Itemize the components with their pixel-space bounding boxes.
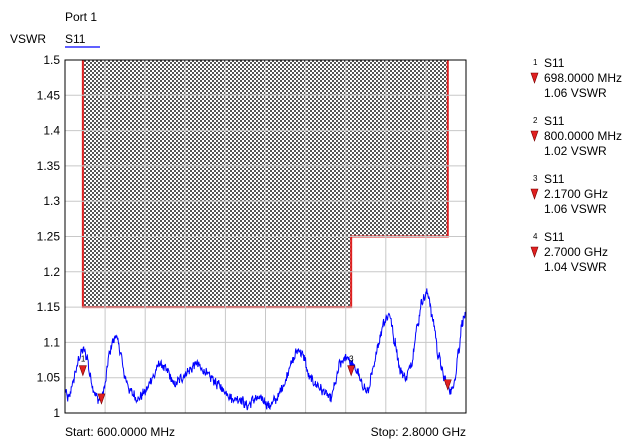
- legend-marker-freq: 800.0000 MHz: [544, 129, 622, 143]
- y-tick-label: 1.15: [37, 300, 61, 314]
- legend-marker-icon: [530, 72, 539, 84]
- legend-marker-icon: [530, 246, 539, 258]
- grid: [65, 60, 466, 413]
- y-tick-label: 1: [53, 406, 60, 420]
- legend-marker-value: 1.06 VSWR: [544, 86, 607, 100]
- legend-marker-freq: 2.7000 GHz: [544, 245, 608, 259]
- legend-trace-name: S11: [544, 114, 565, 128]
- y-tick-label: 1.2: [43, 265, 60, 279]
- y-tick-label: 1.05: [37, 371, 61, 385]
- legend-marker-value: 1.06 VSWR: [544, 202, 607, 216]
- legend-marker-freq: 698.0000 MHz: [544, 71, 622, 85]
- start-label: Start: 600.0000 MHz: [65, 425, 175, 439]
- legend-marker-number: 2: [533, 116, 538, 125]
- stop-label: Stop: 2.8000 GHz: [371, 425, 466, 439]
- legend-marker-icon: [530, 188, 539, 200]
- y-tick-label: 1.25: [37, 230, 61, 244]
- limit-region-2: [351, 60, 448, 237]
- marker-1-number: 1: [81, 355, 86, 364]
- limit-mask-layer: [81, 60, 449, 309]
- marker-2-triangle: [97, 393, 106, 405]
- legend-marker-number: 1: [533, 58, 538, 67]
- legend-marker-freq: 2.1700 GHz: [544, 187, 608, 201]
- y-tick-label: 1.5: [43, 53, 60, 67]
- y-tick-label: 1.45: [37, 88, 61, 102]
- legend-trace-name: S11: [544, 56, 565, 70]
- plot-frame: [64, 59, 467, 414]
- s11-trace: [65, 288, 466, 411]
- legend-marker-value: 1.04 VSWR: [544, 260, 607, 274]
- port-label: Port 1: [65, 10, 97, 24]
- legend-marker-number: 4: [533, 232, 538, 241]
- y-axis-label: VSWR: [10, 32, 46, 46]
- y-tick-label: 1.1: [43, 335, 60, 349]
- y-tick-labels: 1 1.05 1.1 1.15 1.2 1.25 1.3 1.35 1.4 1.45 1.5: [37, 53, 61, 420]
- marker-3-number: 3: [349, 355, 354, 364]
- legend-trace-name: S11: [544, 172, 565, 186]
- marker-1-triangle: [78, 365, 87, 377]
- limit-region-1: [82, 60, 352, 308]
- legend-marker-value: 1.02 VSWR: [544, 144, 607, 158]
- legend-trace-name: S11: [544, 230, 565, 244]
- y-tick-label: 1.3: [43, 194, 60, 208]
- trace-label: S11: [65, 32, 86, 46]
- legend-marker-icon: [530, 130, 539, 142]
- marker-4-triangle: [443, 379, 452, 391]
- marker-3-triangle: [347, 365, 356, 377]
- y-tick-label: 1.35: [37, 159, 61, 173]
- trace-layer: [65, 288, 466, 411]
- y-tick-label: 1.4: [43, 124, 60, 138]
- legend-marker-number: 3: [533, 174, 538, 183]
